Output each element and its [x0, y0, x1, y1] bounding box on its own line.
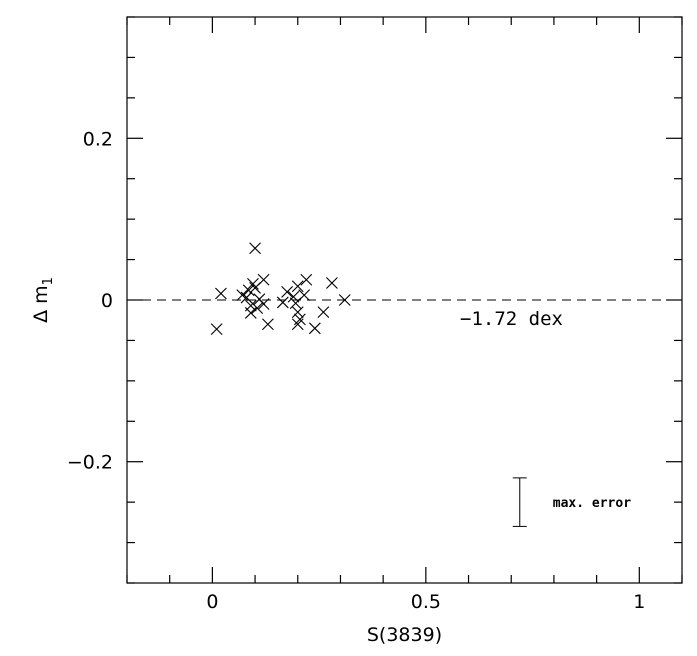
data-point: [300, 273, 313, 286]
data-point: [215, 287, 227, 300]
y-tick-label: 0.2: [83, 128, 113, 150]
error-bar-label: max. error: [553, 496, 631, 511]
y-axis-title-subscript: 1: [41, 277, 56, 285]
data-point: [291, 280, 304, 293]
data-point: [298, 289, 311, 302]
data-point: [261, 318, 274, 331]
data-point-stroke: [210, 323, 223, 335]
data-point: [210, 323, 223, 335]
data-point: [240, 291, 253, 304]
data-point-stroke: [281, 286, 293, 298]
x-axis-title: S(3839): [367, 624, 442, 646]
annotation-label: −1.72 dex: [460, 308, 563, 330]
data-point: [287, 290, 300, 303]
data-point-stroke: [276, 296, 289, 309]
x-tick-label: 1: [633, 591, 645, 613]
data-point-stroke: [261, 318, 274, 331]
data-point-stroke: [300, 273, 313, 286]
data-points: [210, 242, 351, 335]
data-point-stroke: [326, 277, 338, 289]
y-tick-label: 0: [101, 290, 113, 312]
data-point-stroke: [240, 291, 253, 304]
data-point: [242, 284, 255, 297]
data-point: [281, 286, 293, 298]
data-point-stroke: [291, 306, 304, 319]
error-bar-group: [512, 477, 527, 527]
data-point: [326, 277, 338, 289]
data-point: [236, 289, 249, 302]
data-point: [338, 294, 351, 306]
data-point: [251, 302, 264, 314]
data-point-stroke: [287, 290, 300, 303]
data-point: [291, 306, 304, 319]
data-point-stroke: [298, 289, 311, 302]
data-point-stroke: [338, 294, 351, 306]
data-point: [247, 277, 259, 290]
data-point: [257, 298, 270, 310]
data-point-stroke: [236, 289, 249, 302]
x-tick-label: 0: [206, 591, 218, 613]
data-point-stroke: [257, 298, 270, 310]
data-point-stroke: [249, 242, 261, 255]
data-point-stroke: [242, 284, 255, 297]
data-point-stroke: [247, 277, 259, 290]
data-point-stroke: [251, 302, 264, 314]
data-point: [276, 296, 289, 309]
data-point-stroke: [291, 280, 304, 293]
x-tick-label: 0.5: [411, 591, 441, 613]
data-point: [244, 307, 257, 319]
data-point-stroke: [215, 287, 227, 300]
data-point: [249, 242, 261, 255]
axis-ticks: 0 0.5 1 −0.2 0 0.2: [67, 16, 683, 613]
y-axis-title-main: Δ m: [30, 285, 52, 323]
y-axis-title: Δ m1: [30, 277, 56, 323]
data-point-stroke: [244, 307, 257, 319]
data-point-stroke: [317, 306, 330, 319]
data-point-stroke: [308, 322, 321, 335]
data-point-stroke: [294, 313, 306, 326]
y-tick-label: −0.2: [67, 452, 113, 474]
data-point: [294, 313, 306, 326]
data-point: [317, 306, 330, 319]
data-point: [257, 273, 270, 286]
data-point-stroke: [257, 273, 270, 286]
data-point: [308, 322, 321, 335]
